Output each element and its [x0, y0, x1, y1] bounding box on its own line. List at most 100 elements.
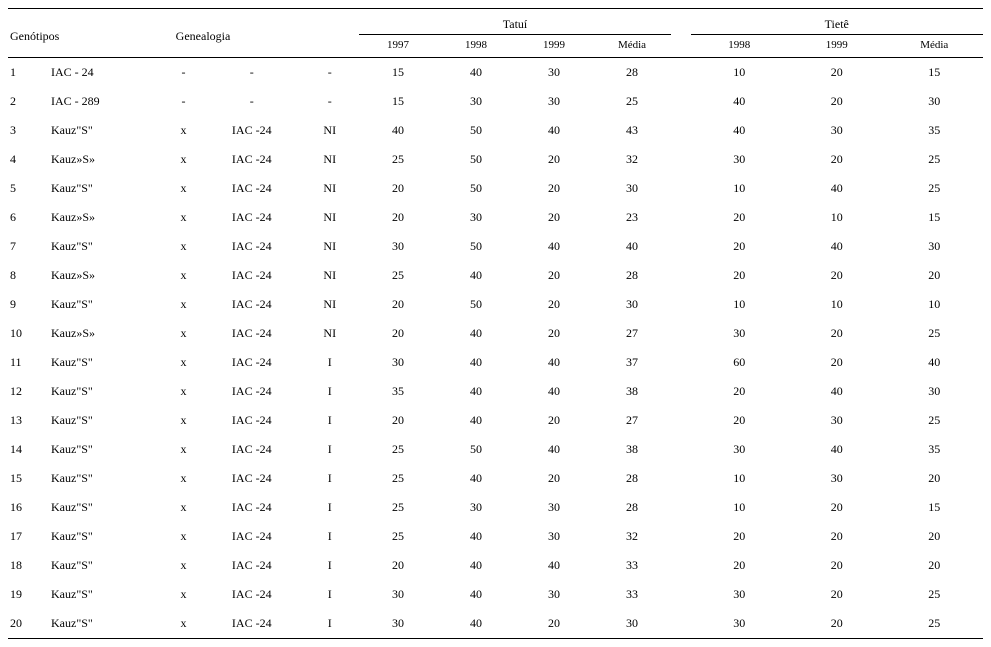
cell-cross: x — [164, 290, 203, 319]
header-tiete: Tietê — [691, 9, 984, 35]
cell-spacer — [671, 348, 691, 377]
cell-parent2: IAC -24 — [203, 290, 301, 319]
cell-id: 13 — [8, 406, 47, 435]
cell-tatui-1997: 20 — [359, 319, 437, 348]
cell-parent1: Kauz»S» — [47, 203, 164, 232]
cell-tiete-1999: 20 — [788, 348, 886, 377]
header-spacer — [671, 9, 691, 58]
cell-cross: x — [164, 203, 203, 232]
cell-tatui-1998: 40 — [437, 522, 515, 551]
cell-tiete-1999: 20 — [788, 551, 886, 580]
cell-cross: x — [164, 406, 203, 435]
cell-tiete-1999: 30 — [788, 464, 886, 493]
cell-parent2: IAC -24 — [203, 435, 301, 464]
header-tiete-media: Média — [886, 35, 984, 58]
cell-cross: x — [164, 116, 203, 145]
cell-tatui-1997: 20 — [359, 551, 437, 580]
cell-cross: - — [164, 87, 203, 116]
cell-tatui-1999: 40 — [515, 377, 593, 406]
cell-tatui-1999: 30 — [515, 493, 593, 522]
cell-parent2: IAC -24 — [203, 145, 301, 174]
cell-cross: - — [164, 58, 203, 88]
cell-tatui-1998: 30 — [437, 87, 515, 116]
cell-irrigation: I — [301, 435, 360, 464]
table-row: 8Kauz»S»xIAC -24NI25402028202020 — [8, 261, 983, 290]
cell-tiete-1998: 20 — [691, 261, 789, 290]
cell-tatui-1997: 20 — [359, 174, 437, 203]
cell-tatui-1999: 40 — [515, 232, 593, 261]
cell-cross: x — [164, 319, 203, 348]
cell-tiete-1998: 20 — [691, 232, 789, 261]
table-row: 18Kauz"S"xIAC -24I20404033202020 — [8, 551, 983, 580]
cell-id: 12 — [8, 377, 47, 406]
cell-cross: x — [164, 435, 203, 464]
cell-tiete-media: 25 — [886, 406, 984, 435]
cell-parent1: Kauz"S" — [47, 377, 164, 406]
cell-tatui-1999: 20 — [515, 261, 593, 290]
cell-tatui-1998: 50 — [437, 435, 515, 464]
cell-irrigation: - — [301, 87, 360, 116]
cell-tiete-media: 40 — [886, 348, 984, 377]
cell-tatui-1997: 25 — [359, 522, 437, 551]
cell-tatui-1998: 50 — [437, 116, 515, 145]
header-tiete-1998: 1998 — [691, 35, 789, 58]
cell-parent1: Kauz"S" — [47, 174, 164, 203]
cell-tatui-1998: 40 — [437, 377, 515, 406]
cell-cross: x — [164, 551, 203, 580]
cell-tatui-1997: 40 — [359, 116, 437, 145]
cell-id: 18 — [8, 551, 47, 580]
header-tatui-1999: 1999 — [515, 35, 593, 58]
cell-spacer — [671, 493, 691, 522]
cell-tiete-1998: 40 — [691, 87, 789, 116]
cell-parent1: Kauz"S" — [47, 493, 164, 522]
cell-id: 15 — [8, 464, 47, 493]
cell-cross: x — [164, 493, 203, 522]
cell-tiete-1998: 30 — [691, 145, 789, 174]
header-genotipos: Genótipos — [8, 9, 47, 58]
cell-parent1: Kauz"S" — [47, 580, 164, 609]
cell-tatui-1997: 30 — [359, 348, 437, 377]
table-row: 14Kauz"S"xIAC -24I25504038304035 — [8, 435, 983, 464]
cell-tiete-media: 20 — [886, 522, 984, 551]
cell-tatui-1998: 40 — [437, 319, 515, 348]
cell-parent1: Kauz"S" — [47, 348, 164, 377]
cell-irrigation: I — [301, 348, 360, 377]
cell-tatui-1999: 20 — [515, 406, 593, 435]
cell-tiete-1998: 10 — [691, 174, 789, 203]
cell-tiete-media: 15 — [886, 203, 984, 232]
cell-irrigation: NI — [301, 174, 360, 203]
cell-tatui-1999: 20 — [515, 464, 593, 493]
cell-id: 3 — [8, 116, 47, 145]
cell-tiete-1998: 10 — [691, 290, 789, 319]
cell-parent1: Kauz»S» — [47, 261, 164, 290]
cell-cross: x — [164, 522, 203, 551]
cell-irrigation: NI — [301, 203, 360, 232]
cell-parent1: Kauz"S" — [47, 464, 164, 493]
cell-cross: x — [164, 174, 203, 203]
cell-spacer — [671, 609, 691, 639]
table-row: 12Kauz"S"xIAC -24I35404038204030 — [8, 377, 983, 406]
cell-cross: x — [164, 348, 203, 377]
cell-irrigation: I — [301, 377, 360, 406]
cell-parent1: Kauz"S" — [47, 551, 164, 580]
cell-tatui-media: 25 — [593, 87, 671, 116]
cell-tatui-1999: 40 — [515, 116, 593, 145]
cell-irrigation: I — [301, 609, 360, 639]
cell-tatui-1997: 20 — [359, 290, 437, 319]
cell-parent1: IAC - 24 — [47, 58, 164, 88]
cell-tiete-media: 30 — [886, 87, 984, 116]
cell-tatui-media: 32 — [593, 145, 671, 174]
table-row: 2IAC - 289---15303025402030 — [8, 87, 983, 116]
cell-tatui-1997: 25 — [359, 435, 437, 464]
cell-parent1: IAC - 289 — [47, 87, 164, 116]
table-row: 17Kauz"S"xIAC -24I25403032202020 — [8, 522, 983, 551]
data-table: Genótipos Genealogia Tatuí Tietê 1997 19… — [8, 8, 983, 639]
cell-id: 1 — [8, 58, 47, 88]
cell-cross: x — [164, 609, 203, 639]
cell-id: 20 — [8, 609, 47, 639]
cell-parent1: Kauz»S» — [47, 319, 164, 348]
cell-tatui-1999: 20 — [515, 319, 593, 348]
cell-tatui-1997: 20 — [359, 406, 437, 435]
table-row: 3Kauz"S"xIAC -24NI40504043403035 — [8, 116, 983, 145]
cell-tiete-media: 10 — [886, 290, 984, 319]
